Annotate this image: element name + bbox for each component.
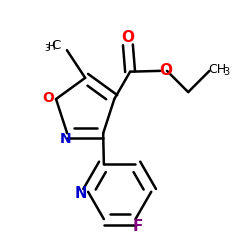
Text: O: O	[160, 63, 172, 78]
Text: CH: CH	[208, 63, 227, 76]
Text: N: N	[74, 186, 86, 200]
Text: 3: 3	[44, 44, 50, 53]
Text: O: O	[42, 91, 54, 105]
Text: N: N	[60, 132, 72, 146]
Text: F: F	[132, 219, 143, 234]
Text: O: O	[121, 30, 134, 46]
Text: 3: 3	[223, 67, 229, 77]
Text: C: C	[51, 39, 60, 52]
Text: H: H	[48, 42, 56, 52]
